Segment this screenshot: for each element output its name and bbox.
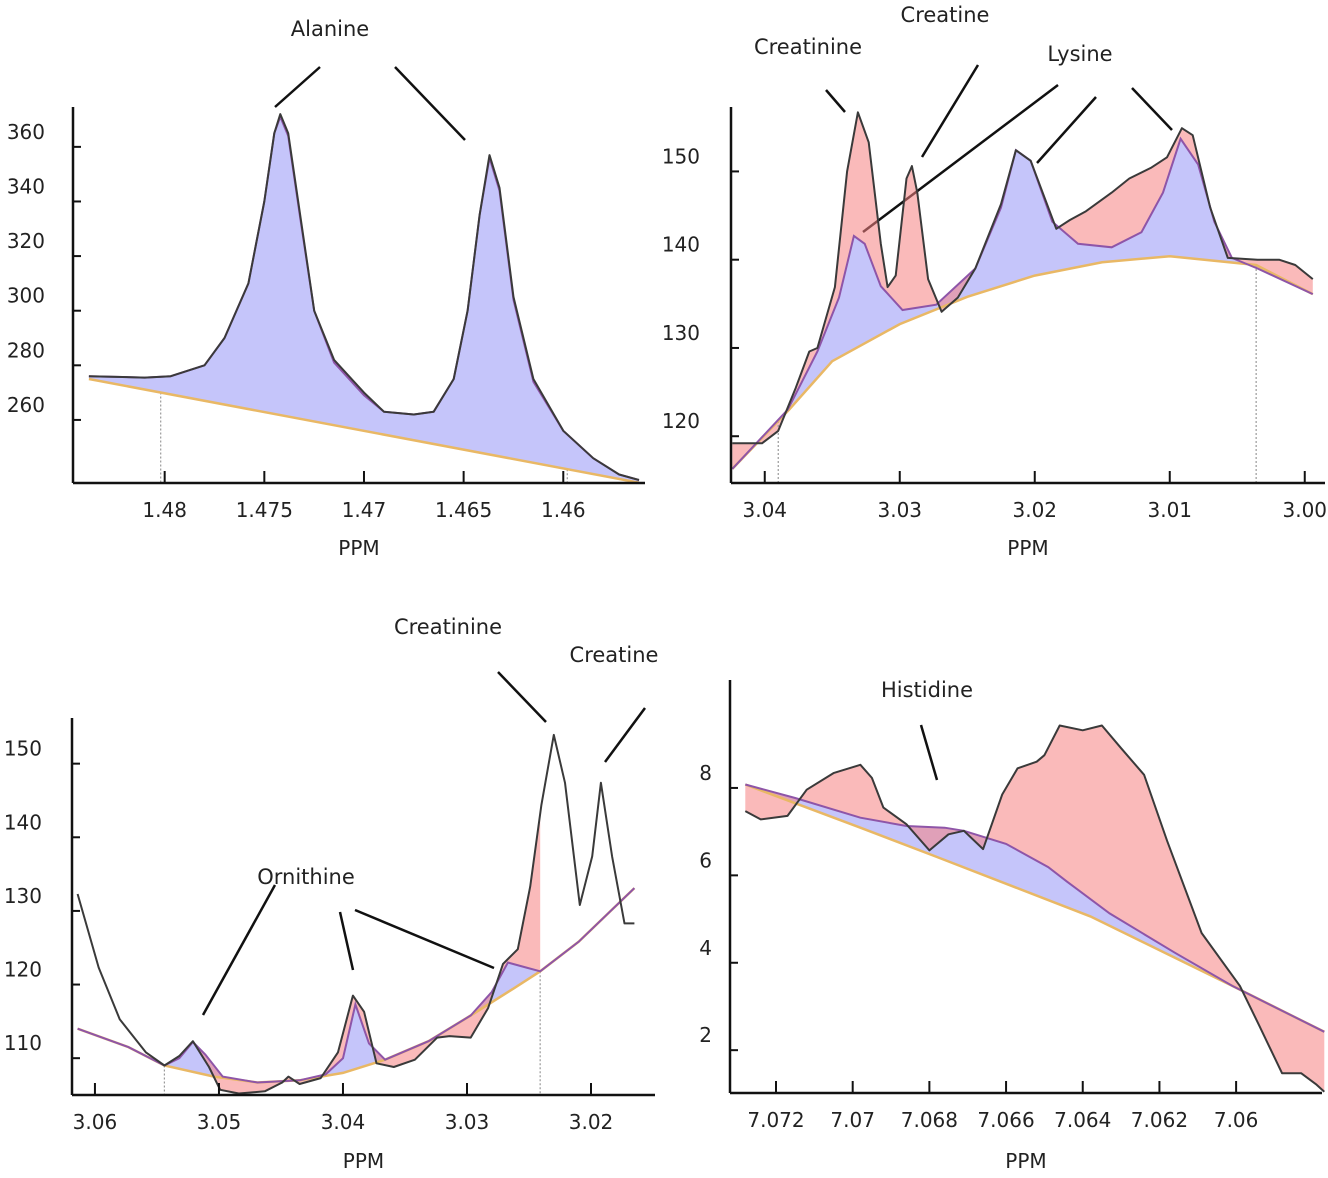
leader-line-creatinine-top [825, 89, 846, 113]
y-tick-label: 2 [699, 1023, 712, 1047]
x-tick-label: 1.465 [435, 498, 492, 522]
x-tick-label: 3.00 [1282, 498, 1327, 522]
leader-line-creatine-bottom [603, 707, 647, 763]
leader-line-ornithine-3 [354, 908, 495, 970]
leader-line-ornithine-1 [201, 884, 277, 1016]
fitted-area-fill [732, 138, 1313, 469]
x-tick-label: 3.04 [742, 498, 787, 522]
fit-line [77, 887, 636, 1084]
annotation-creatine-top: Creatine [901, 3, 990, 27]
x-tick-label: 7.064 [1054, 1108, 1111, 1132]
x-tick-label: 7.068 [901, 1108, 958, 1132]
plot-area [88, 113, 640, 483]
y-tick-label: 8 [699, 761, 712, 785]
y-tick-label: 280 [7, 338, 45, 362]
leader-line-alanine-2 [394, 66, 466, 141]
plot-area [731, 111, 1314, 483]
x-axis-title: PPM [338, 536, 379, 560]
x-axis-title: PPM [343, 1149, 384, 1173]
annotation-histidine: Histidine [881, 678, 973, 702]
x-tick-label: 7.072 [747, 1108, 804, 1132]
x-tick-label: 3.05 [197, 1110, 242, 1134]
leader-line-ornithine-2 [338, 911, 355, 971]
annotation-creatine-bottom: Creatine [570, 643, 659, 667]
annotation-lysine: Lysine [1047, 42, 1112, 66]
leader-line-histidine [919, 724, 939, 781]
leader-line-creatine-top [920, 64, 980, 158]
y-tick-label: 120 [662, 409, 700, 433]
spectrum-panel-top-left: 1.48 1.475 1.47 1.465 1.46 260 280 300 320 340 360… [7, 107, 645, 560]
x-tick-label: 1.46 [541, 498, 586, 522]
y-tick-label: 120 [4, 958, 42, 982]
fit-line [745, 783, 1325, 1033]
annotation-ornithine: Ornithine [257, 865, 355, 889]
baseline-line [77, 887, 636, 1084]
y-tick-label: 150 [4, 737, 42, 761]
y-tick-label: 360 [7, 120, 45, 144]
y-tick-label: 130 [4, 884, 42, 908]
x-axis-title: PPM [1005, 1149, 1046, 1173]
x-tick-label: 7.07 [830, 1108, 875, 1132]
plot-area [76, 733, 636, 1095]
y-tick-label: 130 [662, 321, 700, 345]
leader-line-alanine-1 [274, 66, 321, 108]
x-tick-label: 3.02 [1012, 498, 1057, 522]
x-tick-label: 3.01 [1147, 498, 1192, 522]
y-tick-label: 150 [662, 144, 700, 168]
residual-area-fill [745, 725, 1325, 1092]
spectrum-panel-bottom-left: 3.06 3.05 3.04 3.03 3.02 110 120 130 140 150 PPM [4, 718, 655, 1173]
y-tick-label: 320 [7, 229, 45, 253]
y-tick-label: 4 [699, 936, 712, 960]
x-tick-label: 1.47 [342, 498, 387, 522]
leader-line-creatinine-bottom [497, 671, 547, 723]
x-tick-label: 3.03 [877, 498, 922, 522]
leader-line-lysine-2 [1036, 96, 1097, 164]
observed-spectrum-line [88, 113, 640, 481]
spectrum-panel-top-right: 3.04 3.03 3.02 3.01 3.00 120 130 140 150 PPM [662, 107, 1327, 560]
y-tick-label: 140 [662, 233, 700, 257]
baseline-line [731, 254, 1314, 470]
fitted-area-fill [164, 962, 541, 1083]
y-tick-label: 260 [7, 393, 45, 417]
fitted-area-fill [88, 116, 639, 483]
plot-area [744, 724, 1325, 1093]
x-tick-label: 7.062 [1131, 1108, 1188, 1132]
x-tick-label: 3.02 [569, 1110, 614, 1134]
x-tick-label: 3.03 [445, 1110, 490, 1134]
y-tick-label: 340 [7, 174, 45, 198]
leader-line-lysine-1 [862, 84, 1059, 233]
annotation-creatinine-top: Creatinine [754, 35, 862, 59]
leader-line-lysine-3 [1131, 87, 1173, 131]
x-tick-label: 7.066 [977, 1108, 1034, 1132]
x-tick-label: 1.48 [142, 498, 187, 522]
baseline-line [88, 377, 640, 483]
y-tick-label: 140 [4, 810, 42, 834]
y-tick-label: 6 [699, 848, 712, 872]
observed-spectrum-line [76, 733, 635, 1095]
y-tick-label: 300 [7, 284, 45, 308]
annotation-leader-lines [201, 64, 1173, 1016]
x-tick-label: 1.475 [236, 498, 293, 522]
x-tick-label: 3.04 [321, 1110, 366, 1134]
x-axis-title: PPM [1007, 536, 1048, 560]
annotation-creatinine-bottom: Creatinine [394, 615, 502, 639]
observed-spectrum-line [732, 111, 1314, 445]
annotation-alanine: Alanine [291, 17, 369, 41]
x-tick-label: 3.06 [73, 1110, 118, 1134]
x-tick-label: 7.06 [1214, 1108, 1259, 1132]
y-tick-label: 110 [4, 1031, 42, 1055]
observed-spectrum-line [744, 724, 1325, 1093]
